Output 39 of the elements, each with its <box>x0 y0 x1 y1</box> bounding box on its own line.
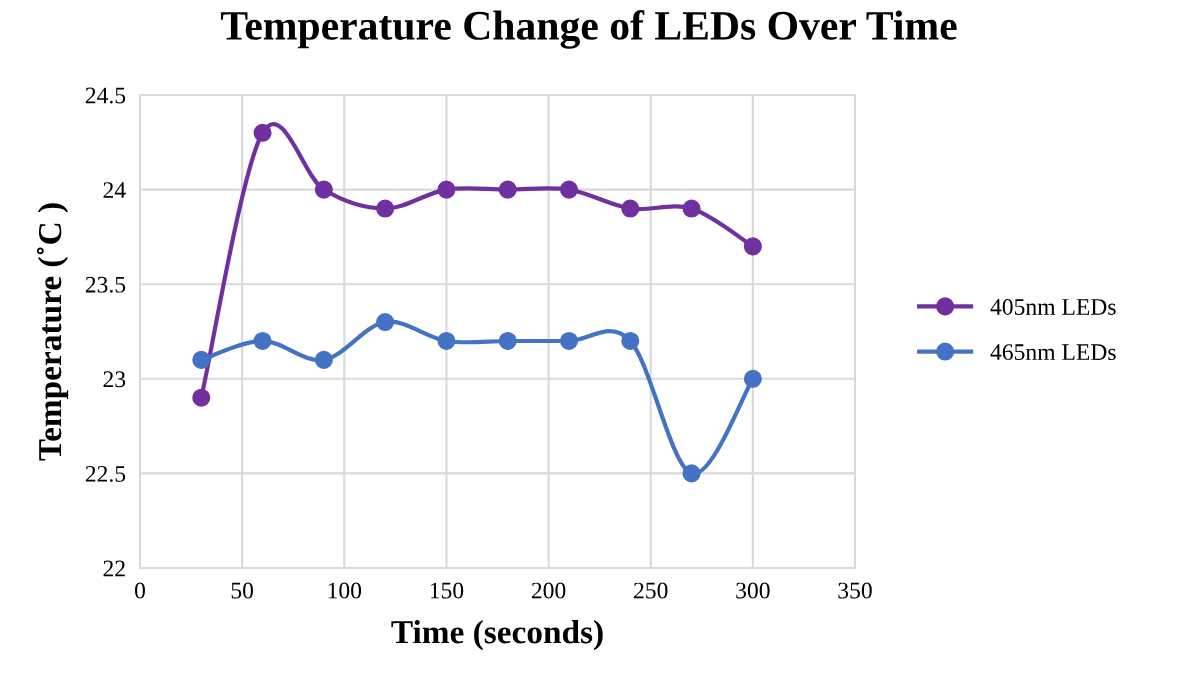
x-tick-label: 50 <box>231 582 254 599</box>
point <box>621 331 640 350</box>
point <box>376 313 395 332</box>
x-tick-label: 250 <box>634 582 668 599</box>
point <box>437 180 456 199</box>
point <box>559 331 579 350</box>
point <box>253 331 272 350</box>
point <box>437 331 456 350</box>
point <box>314 350 333 369</box>
x-tick-label: 100 <box>328 582 362 599</box>
point <box>314 180 333 199</box>
x-tick-label: 300 <box>736 582 770 599</box>
point <box>376 199 395 218</box>
x-tick-label: 0 <box>135 582 145 599</box>
point <box>192 388 211 407</box>
point <box>192 350 211 369</box>
point <box>498 331 517 350</box>
chart-title: Temperature Change of LEDs Over Time <box>220 10 957 49</box>
point <box>743 369 762 388</box>
x-tick-label: 350 <box>838 582 872 599</box>
y-tick-label: 24 <box>103 182 126 198</box>
point <box>498 180 517 199</box>
point <box>559 180 579 199</box>
point <box>682 464 701 483</box>
point <box>621 199 640 218</box>
y-tick-label: 22 <box>103 560 125 577</box>
legend-label: 465nm LEDs <box>990 344 1116 361</box>
point <box>743 237 762 256</box>
legend-label: 405nm LEDs <box>990 298 1116 315</box>
x-tick-label: 200 <box>531 582 566 599</box>
y-tick-label: 23.5 <box>85 276 126 293</box>
x-tick-label: 150 <box>430 582 464 599</box>
y-tick-label: 22.5 <box>85 465 126 482</box>
point <box>682 199 701 218</box>
y-axis-title: Temperature (˚C ) <box>36 203 69 461</box>
point <box>253 123 272 142</box>
y-tick-label: 23 <box>103 371 126 388</box>
y-tick-label: 24.5 <box>85 87 126 104</box>
x-axis-title: Time (seconds) <box>391 619 603 651</box>
